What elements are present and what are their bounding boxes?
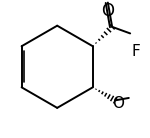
Text: F: F	[132, 43, 140, 59]
Text: O: O	[112, 96, 124, 111]
Text: O: O	[101, 2, 114, 20]
